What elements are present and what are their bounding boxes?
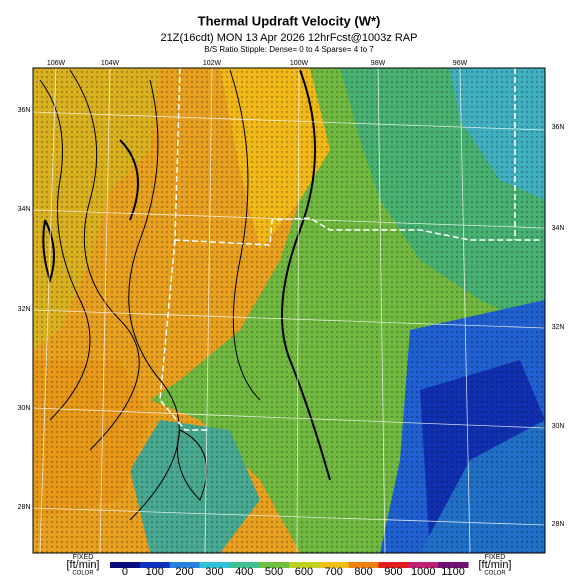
lat-label: 28N xyxy=(552,521,565,528)
colorbar-label: 200 xyxy=(175,566,193,578)
colorbar-label: 600 xyxy=(295,566,313,578)
lat-label: 36N xyxy=(552,124,565,131)
colorbar-swatch xyxy=(378,562,409,568)
lat-label: 34N xyxy=(18,206,31,213)
lat-label: 32N xyxy=(18,306,31,313)
colorbar-swatch xyxy=(289,562,320,568)
contours xyxy=(39,69,331,521)
lat-label: 30N xyxy=(552,423,565,430)
colorbar-caption: COLOR xyxy=(72,571,94,577)
lon-label: 102W xyxy=(203,60,222,67)
lat-label: 28N xyxy=(18,504,31,511)
colorbar-label: 1100 xyxy=(441,566,465,578)
lon-label: 100W xyxy=(290,60,309,67)
lon-label: 96W xyxy=(453,60,468,67)
title: Thermal Updraft Velocity (W*) xyxy=(198,13,381,28)
map-field xyxy=(33,68,545,553)
colorbar-swatch xyxy=(348,562,379,568)
colorbar-label: 100 xyxy=(146,566,164,578)
subtitle: 21Z(16cdt) MON 13 Apr 2026 12hrFcst@1003… xyxy=(161,32,418,44)
lon-label: 104W xyxy=(101,60,120,67)
colorbar-label: 1000 xyxy=(411,566,435,578)
colorbar-label: 500 xyxy=(265,566,283,578)
colorbar-caption: COLOR xyxy=(484,571,506,577)
colorbar-swatch xyxy=(259,562,290,568)
borders xyxy=(159,68,540,431)
colorbar-swatch xyxy=(169,562,200,568)
colorbar-caption: FIXED xyxy=(485,554,506,561)
lon-label: 106W xyxy=(47,60,66,67)
graticule xyxy=(33,68,545,553)
lat-label: 36N xyxy=(18,107,31,114)
colorbar-swatch xyxy=(318,562,350,568)
colorbar-swatch xyxy=(199,562,230,568)
lat-label: 34N xyxy=(552,225,565,232)
colorbar-caption: FIXED xyxy=(73,554,94,561)
colorbar: 0 100 200 300 400 500 600 700 800 900 1000 1100 FIXE… xyxy=(66,554,511,578)
lat-label: 30N xyxy=(18,405,31,412)
colorbar-label: 700 xyxy=(325,566,343,578)
colorbar-label: 800 xyxy=(354,566,372,578)
lat-label: 32N xyxy=(552,324,565,331)
note: B/S Ratio Stipple: Dense= 0 to 4 Sparse=… xyxy=(204,45,374,54)
colorbar-label: 900 xyxy=(384,566,402,578)
colorbar-label: 0 xyxy=(122,566,128,578)
colorbar-swatch xyxy=(229,562,260,568)
colorbar-swatch xyxy=(438,562,469,568)
colorbar-swatch xyxy=(139,562,171,568)
colorbar-label: 400 xyxy=(235,566,253,578)
colorbar-caption: [ft/min] xyxy=(478,559,511,571)
colorbar-caption: [ft/min] xyxy=(66,559,99,571)
colorbar-swatch xyxy=(110,562,141,568)
colorbar-swatch xyxy=(408,562,439,568)
labels: Thermal Updraft Velocity (W*) 21Z(16cdt) … xyxy=(18,13,565,527)
colorbar-label: 300 xyxy=(205,566,223,578)
lon-label: 98W xyxy=(371,60,386,67)
map-frame xyxy=(32,67,546,554)
